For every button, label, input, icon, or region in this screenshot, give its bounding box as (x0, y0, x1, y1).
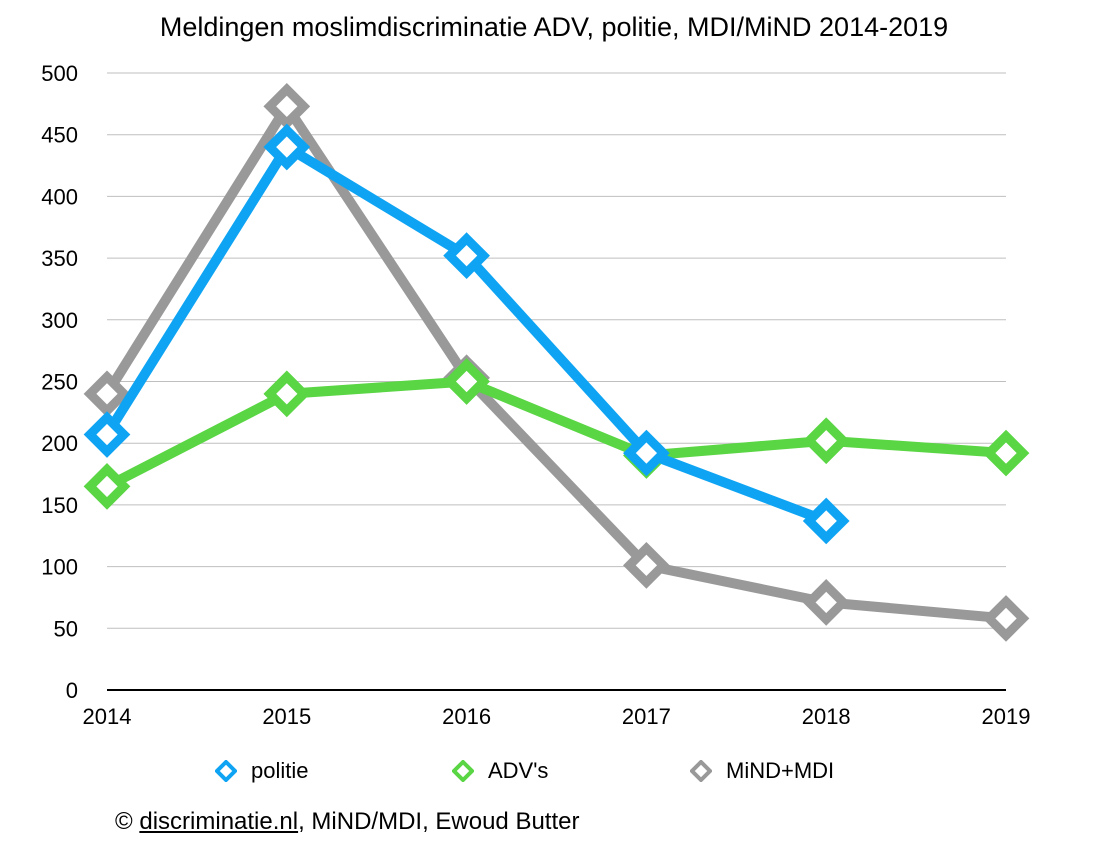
data-point-marker (83, 411, 131, 458)
data-point-marker (443, 232, 490, 279)
legend-item: ADV's (452, 758, 548, 784)
credit-line: © discriminatie.nl, MiND/MDI, Ewoud Butt… (115, 808, 579, 836)
y-tick-label: 500 (41, 61, 78, 86)
series-mind-mdi (83, 82, 1030, 642)
data-point-marker (83, 463, 131, 510)
data-point-marker (802, 497, 850, 545)
data-point-marker (982, 595, 1030, 642)
legend: politie ADV's MiND+MDI (0, 758, 1108, 788)
legend-item: MiND+MDI (690, 758, 834, 784)
legend-item: politie (215, 758, 308, 784)
legend-label: MiND+MDI (726, 758, 835, 783)
y-tick-label: 450 (41, 123, 78, 148)
credit-suffix: , MiND/MDI, Ewoud Butter (298, 808, 580, 835)
legend-diamond-icon (690, 760, 712, 782)
line-chart: 0 50 100 150 200 250 300 350 400 450 500 2014 2015 20… (41, 61, 1030, 729)
x-tick-label: 2016 (442, 704, 491, 729)
data-point-marker (263, 82, 311, 130)
legend-diamond-icon (215, 760, 237, 782)
series-adv-s (83, 358, 1030, 510)
y-tick-label: 300 (41, 308, 78, 333)
x-tick-label: 2018 (802, 704, 851, 729)
y-tick-label: 250 (41, 370, 78, 395)
data-point-marker (982, 429, 1030, 477)
legend-label: ADV's (488, 758, 549, 783)
y-tick-label: 350 (41, 246, 78, 271)
data-point-marker (263, 370, 311, 418)
axes: 0 50 100 150 200 250 300 350 400 450 500 2014 2015 20… (41, 61, 1030, 729)
series-layer (83, 82, 1030, 642)
x-tick-label: 2014 (83, 704, 132, 729)
credit-link[interactable]: discriminatie.nl (139, 808, 299, 835)
x-tick-label: 2019 (982, 704, 1031, 729)
y-tick-label: 400 (41, 184, 78, 209)
y-tick-label: 50 (54, 616, 78, 641)
x-tick-label: 2015 (262, 704, 311, 729)
series-line (102, 376, 1011, 492)
data-point-marker (802, 417, 850, 465)
data-point-marker (802, 579, 850, 626)
y-tick-label: 100 (41, 555, 78, 580)
chart-title: Meldingen moslimdiscriminatie ADV, polit… (159, 12, 949, 42)
data-point-marker (83, 370, 131, 418)
y-tick-label: 200 (41, 431, 78, 456)
series-line (102, 142, 832, 526)
data-point-marker (443, 358, 490, 405)
data-point-marker (623, 542, 670, 589)
x-tick-label: 2017 (622, 704, 671, 729)
data-point-marker (263, 123, 311, 171)
legend-diamond-icon (452, 760, 474, 782)
y-tick-label: 150 (41, 493, 78, 518)
data-point-marker (623, 429, 670, 477)
credit-prefix: © (115, 808, 140, 835)
y-tick-label: 0 (66, 678, 78, 703)
series-politie (83, 123, 850, 545)
legend-label: politie (251, 758, 309, 783)
series-line (102, 101, 1011, 624)
